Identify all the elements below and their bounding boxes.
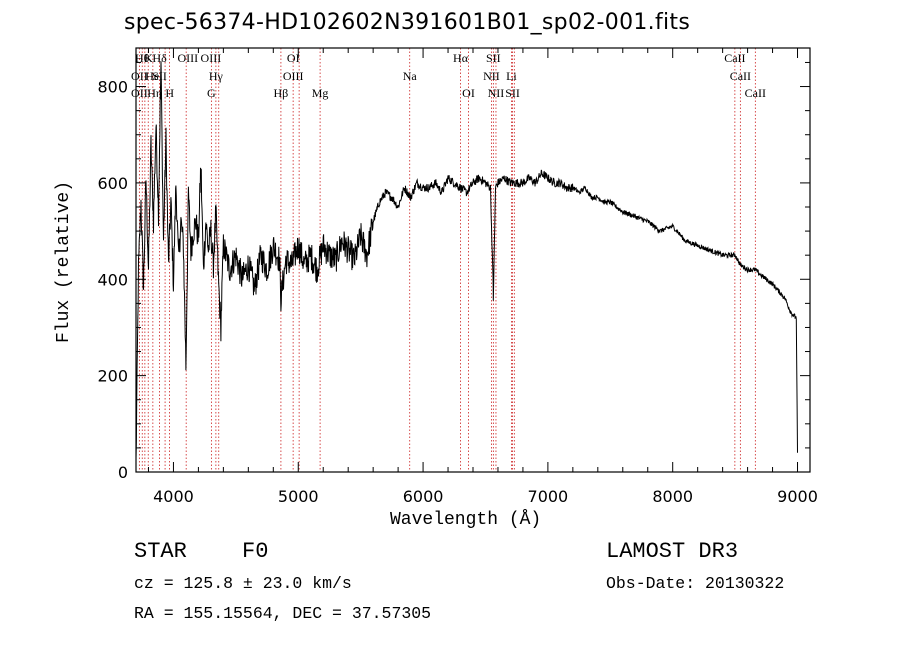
line-label: G <box>207 86 216 100</box>
obs-date: Obs-Date: 20130322 <box>606 574 785 593</box>
x-axis-label: Wavelength (Å) <box>390 510 542 530</box>
x-tick-label: 8000 <box>652 487 693 506</box>
line-label: CaII <box>724 51 745 65</box>
line-label: Li <box>506 69 517 83</box>
line-label: OI <box>287 51 300 65</box>
line-label: SII <box>152 69 167 83</box>
line-label: K <box>144 51 153 65</box>
line-label: SII <box>505 86 520 100</box>
line-label: Hβ <box>274 86 289 100</box>
x-tick-label: 4000 <box>153 487 194 506</box>
y-tick-label: 200 <box>97 367 128 386</box>
y-tick-label: 600 <box>97 174 128 193</box>
line-label: Na <box>403 69 418 83</box>
line-label: H <box>165 86 174 100</box>
x-tick-label: 6000 <box>403 487 444 506</box>
line-label: SII <box>486 51 501 65</box>
line-label: CaII <box>730 69 751 83</box>
line-label: NII <box>488 86 505 100</box>
chart-title: spec-56374-HD102602N391601B01_sp02-001.f… <box>124 10 691 35</box>
x-tick-label: 7000 <box>528 487 569 506</box>
y-axis-label: Flux (relative) <box>54 180 74 344</box>
line-label: Hθ <box>135 51 150 65</box>
line-label: NII <box>483 69 500 83</box>
line-label: OIII <box>201 51 222 65</box>
line-label: He <box>145 69 159 83</box>
line-label: OIII <box>283 69 304 83</box>
spectrum-line <box>135 61 798 458</box>
x-tick-label: 5000 <box>278 487 319 506</box>
y-tick-label: 0 <box>118 463 128 482</box>
spectrum-series <box>135 61 798 458</box>
redshift-text: cz = 125.8 ± 23.0 km/s <box>134 574 352 593</box>
object-type: STAR <box>134 539 187 564</box>
line-label: Hδ <box>152 51 167 65</box>
coordinates: RA = 155.15564, DEC = 37.57305 <box>134 604 432 623</box>
emission-line-markers <box>138 48 756 472</box>
line-label: Mg <box>312 86 329 100</box>
x-tick-label: 9000 <box>777 487 818 506</box>
line-label: OIII <box>177 51 198 65</box>
line-label: OI <box>462 86 475 100</box>
survey-name: LAMOST DR3 <box>606 539 739 564</box>
line-label: OII <box>131 69 148 83</box>
line-label: CaII <box>745 86 766 100</box>
line-label: Hη <box>147 86 162 100</box>
line-label: Hα <box>453 51 469 65</box>
axis-ticks: 4000 5000 6000 7000 8000 9000 0 200 400 600 800 <box>97 48 818 506</box>
y-tick-label: 400 <box>97 270 128 289</box>
y-tick-label: 800 <box>97 78 128 97</box>
line-label: OII <box>131 86 148 100</box>
spectral-subclass: F0 <box>242 539 269 564</box>
line-label: Hγ <box>209 69 224 83</box>
